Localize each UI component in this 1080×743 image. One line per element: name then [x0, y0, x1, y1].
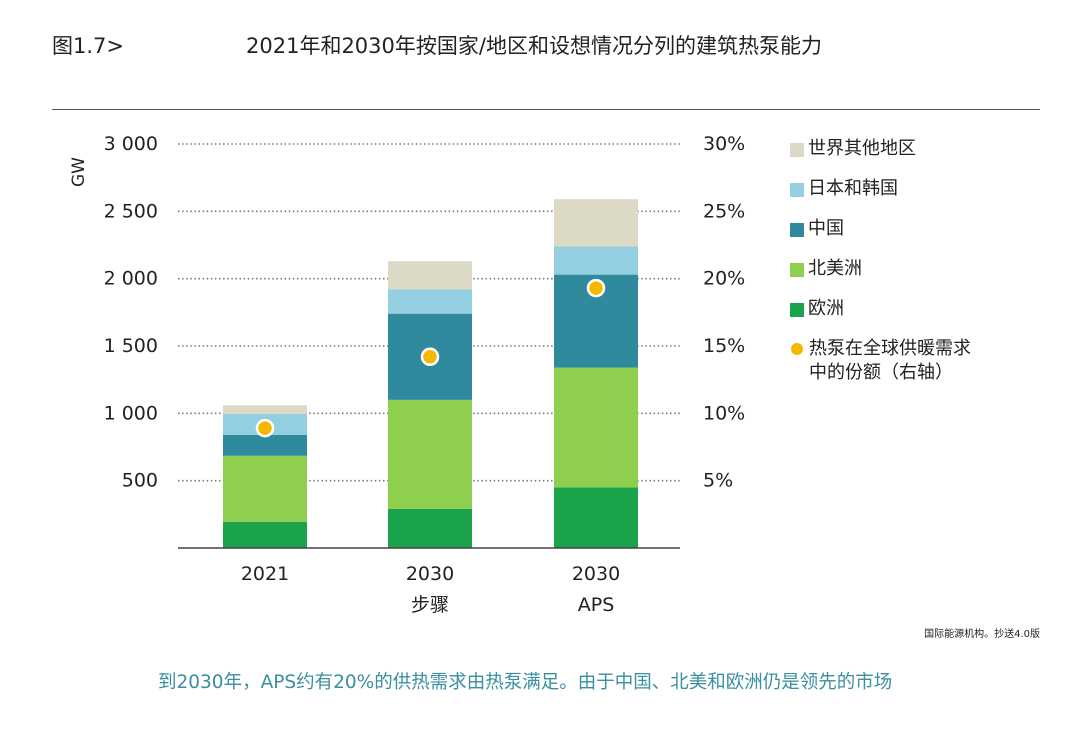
- bar-segment: [223, 434, 307, 456]
- y-tick-label: 1 000: [104, 402, 158, 424]
- bar-segment: [388, 289, 472, 314]
- legend-label: 热泵在全球供暖需求 中的份额（右轴）: [809, 338, 971, 383]
- legend-swatch: [790, 223, 804, 237]
- bar-segment: [388, 261, 472, 290]
- y-tick-label: 1 500: [104, 335, 158, 357]
- bar-segment: [554, 199, 638, 247]
- bar-segment: [554, 367, 638, 488]
- y-tick-label: 500: [122, 470, 158, 492]
- legend-swatch: [790, 183, 804, 197]
- bar-segment: [223, 521, 307, 548]
- bar-segment: [388, 508, 472, 548]
- legend-label: 北美洲: [808, 258, 862, 279]
- share-marker: [255, 418, 275, 438]
- x-tick-label: 2030: [406, 563, 454, 585]
- legend-swatch: [790, 303, 804, 317]
- y2-tick-label: 10%: [703, 402, 745, 424]
- x-tick-label: 2021: [241, 563, 289, 585]
- bar-segment: [223, 455, 307, 522]
- y-tick-label: 2 500: [104, 200, 158, 222]
- y-tick-label: 3 000: [104, 133, 158, 155]
- figure-caption: 到2030年，APS约有20%的供热需求由热泵满足。由于中国、北美和欧洲仍是领先…: [158, 672, 893, 693]
- legend-swatch: [790, 263, 804, 277]
- share-marker: [420, 347, 440, 367]
- title-divider: [52, 109, 1040, 110]
- figure-title: 2021年和2030年按国家/地区和设想情况分列的建筑热泵能力: [246, 34, 822, 58]
- legend-item: 中国: [790, 217, 1050, 257]
- legend-item: 日本和韩国: [790, 177, 1050, 217]
- y-axis-label: GW: [69, 157, 89, 187]
- legend-label: 世界其他地区: [808, 138, 916, 159]
- figure-number: 图1.7>: [52, 34, 124, 58]
- legend-swatch: [790, 143, 804, 157]
- y2-tick-label: 20%: [703, 268, 745, 290]
- legend-label: 日本和韩国: [808, 178, 898, 199]
- x-tick-label: 步骤: [411, 594, 449, 616]
- legend-item: 北美洲: [790, 257, 1050, 297]
- share-marker: [586, 278, 606, 298]
- chart-legend: 世界其他地区 日本和韩国中国北美洲欧洲热泵在全球供暖需求 中的份额（右轴）: [790, 137, 1050, 383]
- bar-segment: [554, 487, 638, 548]
- x-tick-label: APS: [578, 594, 615, 616]
- legend-dot: [791, 343, 803, 355]
- y2-tick-label: 15%: [703, 335, 745, 357]
- bar-segment: [388, 399, 472, 509]
- legend-label: 欧洲: [808, 298, 844, 319]
- legend-item: 欧洲: [790, 297, 1050, 337]
- y2-tick-label: 5%: [703, 470, 733, 492]
- legend-item: 世界其他地区: [790, 137, 1050, 177]
- legend-item-share: 热泵在全球供暖需求 中的份额（右轴）: [790, 337, 1050, 383]
- y-tick-label: 2 000: [104, 268, 158, 290]
- x-tick-label: 2030: [572, 563, 620, 585]
- bar-segment: [554, 246, 638, 275]
- y2-tick-label: 30%: [703, 133, 745, 155]
- source-note: 国际能源机构。抄送4.0版: [924, 629, 1040, 640]
- bar-segment: [223, 405, 307, 415]
- y2-tick-label: 25%: [703, 200, 745, 222]
- legend-label: 中国: [808, 218, 844, 239]
